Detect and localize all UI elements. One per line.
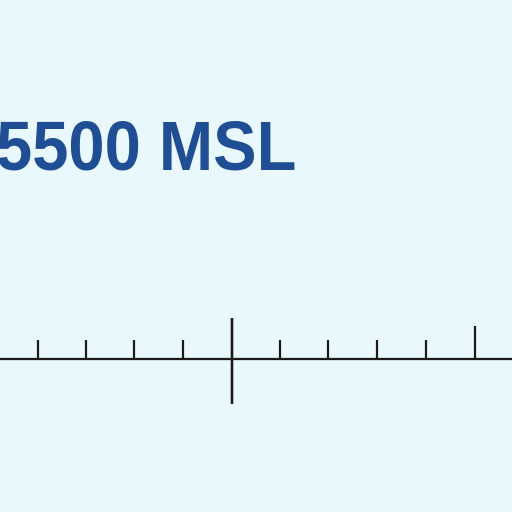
altitude-unit: MSL [158, 107, 297, 185]
altitude-value: 5500 [0, 107, 141, 185]
altitude-readout: 5500 MSL [0, 108, 296, 184]
